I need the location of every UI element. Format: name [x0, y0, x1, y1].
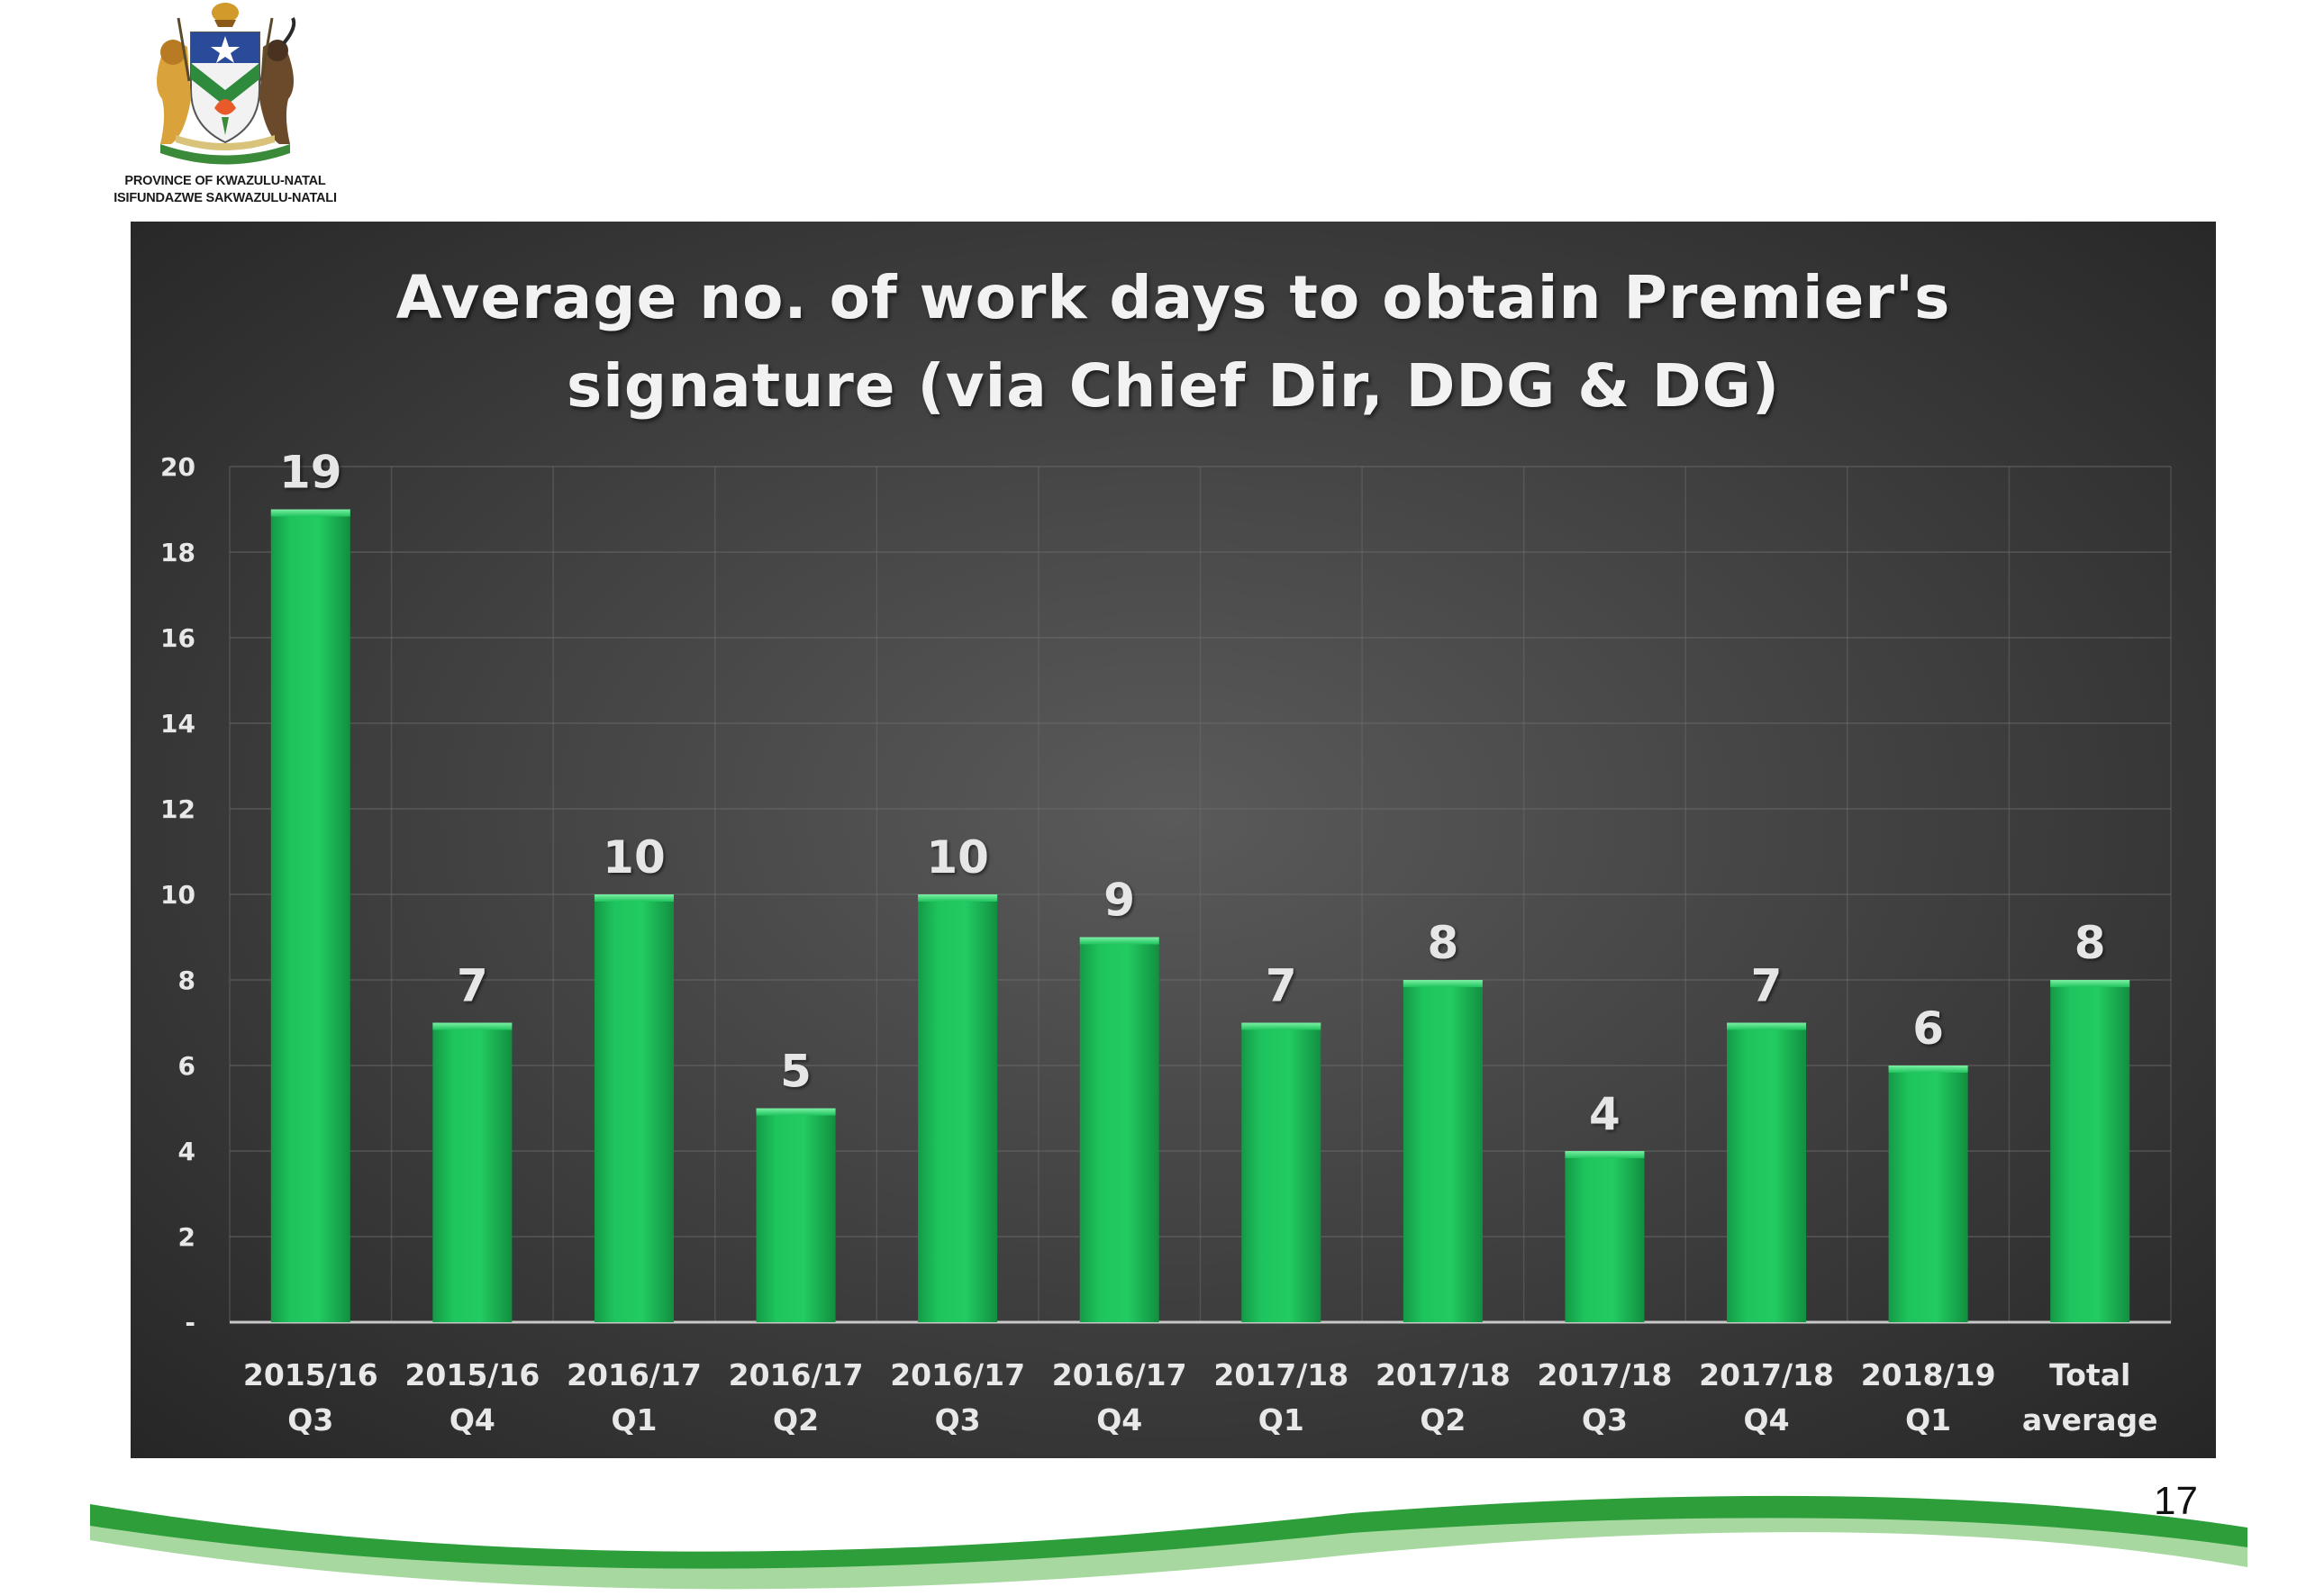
- x-tick-label: Q1: [611, 1402, 657, 1437]
- labels: 19 2015/16 Q3 7 2015/16 Q4 10 2016/17 Q1 5 2016/17…: [243, 447, 2158, 1438]
- x-tick-label: Q3: [935, 1402, 981, 1437]
- x-tick-label: Q4: [1096, 1402, 1142, 1437]
- bar: [918, 894, 998, 1322]
- data-label: 4: [1589, 1088, 1621, 1140]
- page-number: 17: [2154, 1479, 2198, 1523]
- bar: [1403, 980, 1483, 1322]
- bar: [1565, 1151, 1645, 1322]
- data-label: 10: [926, 831, 989, 884]
- x-tick-label: 2016/17: [1052, 1357, 1187, 1392]
- x-tick-label: 2017/18: [1699, 1357, 1834, 1392]
- bar: [1079, 937, 1159, 1322]
- x-tick-label: 2017/18: [1375, 1357, 1511, 1392]
- bar-top-highlight: [594, 894, 674, 902]
- data-label: 8: [1427, 917, 1458, 969]
- y-tick-label: 12: [160, 794, 195, 824]
- coat-of-arms-icon: [157, 3, 296, 165]
- bar-top-highlight: [918, 894, 998, 902]
- data-label: 6: [1912, 1002, 1944, 1055]
- data-label: 7: [1266, 960, 1297, 1012]
- chart-title: Average no. of work days to obtain Premi…: [131, 254, 2216, 431]
- bars: [270, 509, 2130, 1322]
- y-tick-label: 14: [160, 709, 195, 739]
- x-tick-label: 2015/16: [404, 1357, 540, 1392]
- logo-text-line2: ISIFUNDAZWE SAKWAZULU-NATALI: [113, 191, 337, 205]
- y-tick-label: 8: [178, 966, 195, 995]
- x-tick-label: average: [2022, 1402, 2158, 1437]
- bar-top-highlight: [2050, 980, 2130, 987]
- gridlines: [229, 466, 2172, 1322]
- data-label: 7: [457, 960, 488, 1012]
- x-tick-label: Q2: [773, 1402, 819, 1437]
- data-label: 8: [2074, 917, 2106, 969]
- axes: - 2 4 6 8 10 12 14 16 18 20: [160, 452, 2171, 1338]
- data-label: 7: [1751, 960, 1783, 1012]
- x-tick-label: 2016/17: [890, 1357, 1025, 1392]
- bar-top-highlight: [432, 1022, 513, 1030]
- bar: [270, 509, 350, 1322]
- y-tick-label: 10: [160, 880, 195, 910]
- bar-top-highlight: [1565, 1151, 1645, 1158]
- bar-top-highlight: [1241, 1022, 1321, 1030]
- chart-panel: -2 4 6 8 10 12 14 16 18 20 19 2015/16 Q3 7 2015/16 Q4 1…: [131, 222, 2216, 1458]
- x-tick-label: Total: [2049, 1357, 2130, 1392]
- bar-top-highlight: [1079, 937, 1159, 945]
- y-tick-label: 6: [178, 1051, 195, 1081]
- bar: [1888, 1066, 1968, 1322]
- bar-top-highlight: [1403, 980, 1483, 987]
- x-tick-label: Q3: [287, 1402, 333, 1437]
- chart-title-line1: Average no. of work days to obtain Premi…: [395, 263, 1951, 332]
- x-tick-label: Q3: [1582, 1402, 1628, 1437]
- y-tick-label: -: [185, 1308, 195, 1338]
- x-tick-label: Q4: [449, 1402, 495, 1437]
- bar-top-highlight: [1888, 1066, 1968, 1073]
- chart-title-line2: signature (via Chief Dir, DDG & DG): [566, 351, 1780, 421]
- x-tick-label: Q2: [1420, 1402, 1466, 1437]
- provincial-logo: PROVINCE OF KWAZULU-NATAL ISIFUNDAZWE SA…: [86, 0, 383, 212]
- bar: [2050, 980, 2130, 1322]
- data-label: 19: [279, 447, 342, 499]
- bar: [756, 1108, 836, 1322]
- bar-top-highlight: [756, 1108, 836, 1116]
- data-label: 5: [780, 1046, 812, 1098]
- footer-swoosh-graphic: [90, 1495, 2247, 1590]
- y-tick-label: 16: [160, 623, 195, 653]
- y-tick-label: 4: [178, 1137, 195, 1166]
- y-tick-label: 20: [160, 452, 195, 482]
- x-tick-label: 2016/17: [567, 1357, 702, 1392]
- y-tick-label: 18: [160, 538, 195, 567]
- bar: [1241, 1022, 1321, 1322]
- bar-top-highlight: [1727, 1022, 1807, 1030]
- bar-top-highlight: [270, 509, 350, 517]
- data-label: 10: [603, 831, 666, 884]
- x-tick-label: 2017/18: [1538, 1357, 1673, 1392]
- logo-text-line1: PROVINCE OF KWAZULU-NATAL: [124, 174, 326, 188]
- x-tick-label: Q1: [1258, 1402, 1304, 1437]
- x-tick-label: Q1: [1905, 1402, 1951, 1437]
- x-tick-label: 2017/18: [1213, 1357, 1348, 1392]
- x-tick-label: 2018/19: [1861, 1357, 1996, 1392]
- bar: [594, 894, 674, 1322]
- y-tick-label: 2: [178, 1222, 195, 1252]
- bar: [432, 1022, 513, 1322]
- x-tick-label: 2015/16: [243, 1357, 378, 1392]
- x-tick-label: 2016/17: [729, 1357, 864, 1392]
- data-label: 9: [1103, 875, 1135, 927]
- bar: [1727, 1022, 1807, 1322]
- x-tick-label: Q4: [1744, 1402, 1790, 1437]
